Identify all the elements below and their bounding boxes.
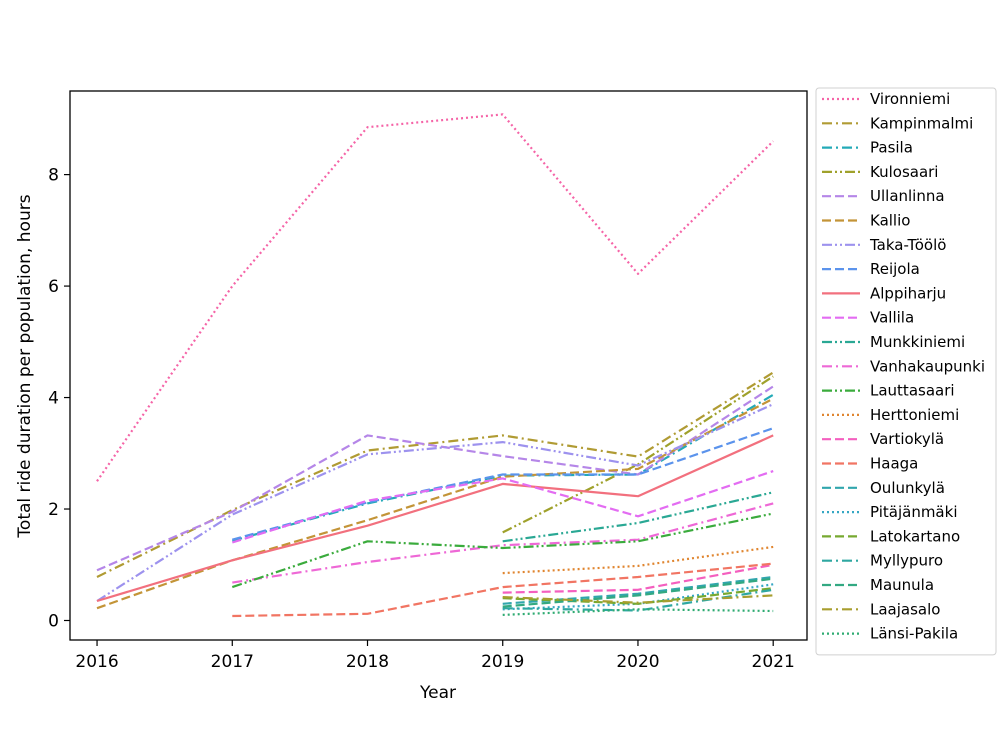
series-line-laajasalo xyxy=(502,594,774,604)
x-tick-label: 2016 xyxy=(75,652,118,672)
legend-box xyxy=(815,87,997,656)
series-line-lansi-pakila xyxy=(502,608,774,616)
series-line-haaga xyxy=(232,562,774,618)
legend-label-munkkiniemi: Munkkiniemi xyxy=(870,333,965,351)
y-tick-label: 2 xyxy=(48,500,59,520)
series-line-pasila xyxy=(232,393,774,542)
series-line-alppiharju xyxy=(96,434,774,603)
series-line-ullanlinna xyxy=(96,385,774,572)
x-tick-label: 2019 xyxy=(481,652,524,672)
x-tick-label: 2017 xyxy=(211,652,254,672)
legend: Vironniemi Kampinmalmi Pasila Kulosaari Ulla… xyxy=(815,87,997,656)
legend-label-pasila: Pasila xyxy=(870,139,913,157)
series-line-herttoniemi xyxy=(502,545,774,575)
series-line-vanhakaupunki xyxy=(232,502,774,584)
x-axis-label: Year xyxy=(419,683,456,703)
legend-label-herttoniemi: Herttoniemi xyxy=(870,406,959,424)
legend-label-kampinmalmi: Kampinmalmi xyxy=(870,114,973,132)
y-tick-label: 6 xyxy=(48,277,59,297)
legend-label-maunula: Maunula xyxy=(870,576,934,594)
series-line-kallio xyxy=(96,397,774,610)
series-line-maunula xyxy=(502,577,774,608)
legend-label-laajasalo: Laajasalo xyxy=(870,600,940,618)
legend-label-kulosaari: Kulosaari xyxy=(870,163,938,181)
legend-label-reijola: Reijola xyxy=(870,260,920,278)
legend-label-kallio: Kallio xyxy=(870,212,910,230)
series-line-lauttasaari xyxy=(231,512,774,589)
legend-label-vallila: Vallila xyxy=(870,309,914,327)
legend-label-vironniemi: Vironniemi xyxy=(870,90,950,108)
x-tick-label: 2018 xyxy=(346,652,389,672)
series-line-vartiokyla xyxy=(502,563,774,594)
y-axis-label: Total ride duration per population, hour… xyxy=(15,194,35,538)
plot-lines xyxy=(96,113,774,618)
y-tick-label: 8 xyxy=(48,166,59,186)
x-tick-label: 2020 xyxy=(616,652,659,672)
legend-label-lansi-pakila: Länsi-Pakila xyxy=(870,625,958,643)
x-tick-label: 2021 xyxy=(752,652,795,672)
plot-frame xyxy=(69,90,808,641)
legend-label-taka-toolo: Taka-Töölö xyxy=(869,236,946,254)
series-line-vironniemi xyxy=(96,113,774,482)
legend-label-latokartano: Latokartano xyxy=(870,527,960,545)
x-axis-ticks: 2016 2017 2018 2019 2020 2021 xyxy=(75,640,795,672)
legend-label-haaga: Haaga xyxy=(870,455,918,473)
series-line-kampinmalmi xyxy=(96,371,774,578)
legend-label-vartiokyla: Vartiokylä xyxy=(870,430,944,448)
legend-label-alppiharju: Alppiharju xyxy=(870,284,946,302)
legend-label-vanhakaupunki: Vanhakaupunki xyxy=(870,357,985,375)
legend-label-ullanlinna: Ullanlinna xyxy=(870,187,945,205)
series-line-pitajanmaki xyxy=(502,583,774,611)
series-line-taka-toolo xyxy=(96,403,774,602)
y-tick-label: 0 xyxy=(48,611,59,631)
legend-label-lauttasaari: Lauttasaari xyxy=(870,382,955,400)
legend-label-pitajanmaki: Pitäjänmäki xyxy=(870,503,957,521)
y-tick-label: 4 xyxy=(48,389,59,409)
legend-label-oulunkyla: Oulunkylä xyxy=(870,479,945,497)
y-axis-ticks: 0 2 4 6 8 xyxy=(48,166,70,631)
legend-label-myllypuro: Myllypuro xyxy=(870,552,943,570)
series-line-vallila xyxy=(231,470,774,544)
series-line-myllypuro xyxy=(502,588,774,612)
